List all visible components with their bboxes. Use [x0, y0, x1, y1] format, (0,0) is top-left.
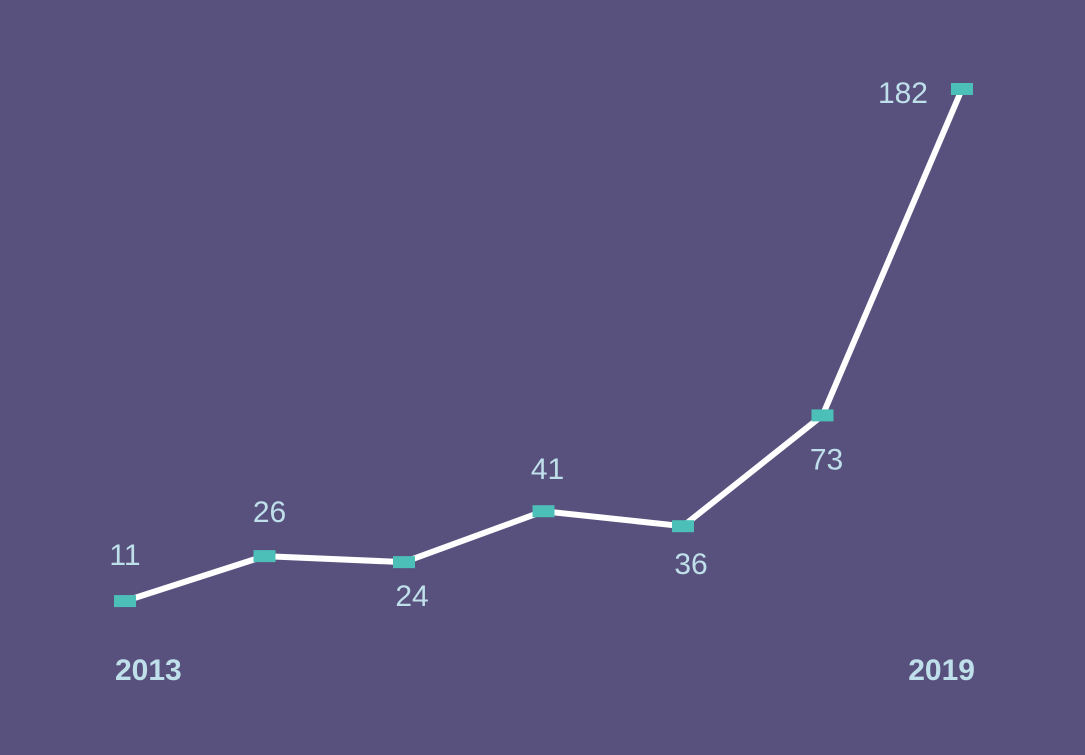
marker: [811, 409, 834, 422]
marker: [532, 505, 555, 518]
x-tick-label: 2019: [908, 654, 975, 687]
marker: [393, 556, 415, 569]
data-label: 26: [253, 496, 286, 529]
data-label: 24: [395, 580, 428, 613]
data-label: 182: [878, 77, 928, 110]
marker: [951, 83, 973, 95]
marker: [114, 595, 136, 608]
data-label: 73: [810, 443, 843, 476]
x-tick-label: 2013: [115, 654, 182, 687]
data-label: 11: [109, 539, 140, 572]
data-label: 36: [674, 548, 707, 581]
data-label: 41: [531, 453, 564, 486]
marker: [672, 520, 694, 533]
marker: [253, 550, 276, 563]
